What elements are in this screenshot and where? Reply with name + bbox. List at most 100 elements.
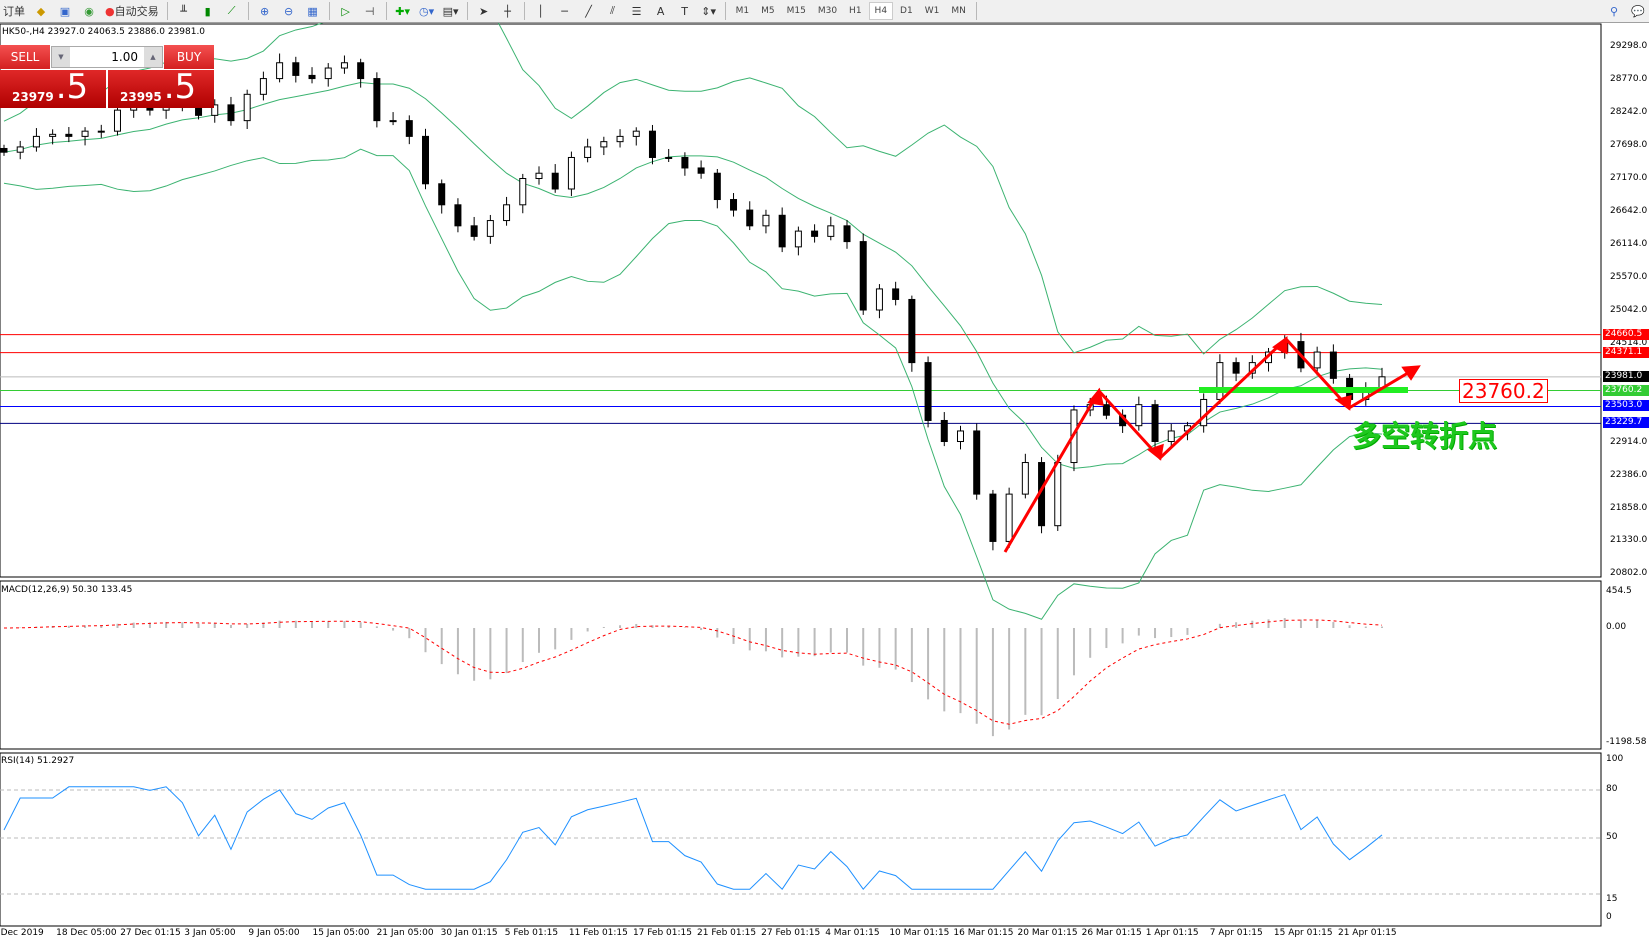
price-tick: 22914.0: [1610, 436, 1648, 447]
candle: [357, 58, 365, 88]
macd-axis-top: 454.5: [1606, 586, 1632, 596]
timeframe-d1[interactable]: D1: [900, 6, 913, 16]
rsi-line: [3, 786, 1383, 890]
candle: [422, 128, 430, 190]
timeframe-h4[interactable]: H4: [868, 2, 894, 20]
candle: [648, 124, 656, 165]
candle: [32, 128, 40, 152]
timeframe-h1[interactable]: H1: [849, 6, 862, 16]
price-tick: 27698.0: [1610, 140, 1648, 151]
signals-icon[interactable]: ◉: [84, 4, 94, 18]
timeframe-m30[interactable]: M30: [817, 6, 838, 16]
zoom-in-icon[interactable]: ⊕: [260, 4, 270, 18]
sell-button[interactable]: SELL: [0, 45, 50, 69]
lot-size-stepper[interactable]: ▼ 1.00 ▲: [51, 46, 163, 68]
trendline-icon[interactable]: ╱: [585, 4, 592, 18]
date-tick: 21 Apr 01:15: [1337, 928, 1397, 938]
date-tick: 15 Apr 01:15: [1273, 928, 1333, 938]
candle: [1005, 487, 1013, 549]
zoom-out-icon[interactable]: ⊖: [284, 4, 294, 18]
candle: [1216, 354, 1224, 405]
candle: [973, 423, 981, 500]
date-tick: 26 Mar 01:15: [1081, 928, 1142, 938]
price-tick: 29298.0: [1610, 41, 1648, 51]
candle: [276, 53, 284, 83]
text-label-icon[interactable]: T: [681, 4, 688, 18]
candle: [81, 127, 89, 146]
level-price-tag: 23981.0: [1603, 370, 1649, 382]
candle: [584, 138, 592, 163]
timeframe-m1[interactable]: M1: [735, 6, 750, 16]
candle: [49, 129, 57, 145]
lot-increase-icon[interactable]: ▲: [144, 47, 162, 67]
bar-chart-icon[interactable]: ╨: [180, 4, 187, 18]
horizontal-line-icon[interactable]: ─: [561, 4, 568, 18]
lot-size-input[interactable]: 1.00: [111, 50, 138, 64]
cursor-icon[interactable]: ➤: [479, 4, 489, 18]
candle: [746, 201, 754, 231]
arrows-icon[interactable]: ⇕▾: [701, 4, 716, 18]
indicators-icon[interactable]: ✚▾: [395, 4, 410, 18]
tile-windows-icon[interactable]: ▦: [307, 4, 318, 18]
sell-price-main: 23979: [12, 90, 54, 104]
candle: [1135, 396, 1143, 431]
chat-icon[interactable]: 💬: [1631, 4, 1645, 18]
candle: [762, 209, 770, 234]
bollinger-upper: [3, 0, 1383, 355]
line-chart-icon[interactable]: ⟋: [227, 4, 236, 17]
periods-icon[interactable]: ◷▾: [419, 4, 435, 18]
one-click-trading-panel: SELL ▼ 1.00 ▲ BUY 23979.5 23995.5: [0, 45, 216, 108]
date-tick: 27 Feb 01:15: [761, 928, 821, 938]
bollinger-middle: [3, 81, 1383, 469]
fibonacci-icon[interactable]: ☰: [631, 4, 642, 18]
navigator-icon[interactable]: ◆: [36, 4, 46, 18]
date-tick: 21 Feb 01:15: [697, 928, 757, 938]
candle: [843, 220, 851, 249]
new-order-button[interactable]: 订单: [0, 1, 28, 21]
rsi-axis-0: 0: [1606, 912, 1612, 922]
candle: [389, 112, 397, 126]
candle: [519, 173, 527, 214]
candlestick-icon[interactable]: ▮: [204, 4, 211, 18]
timeframe-m15[interactable]: M15: [786, 6, 806, 16]
bollinger-lower: [3, 148, 1383, 620]
search-icon[interactable]: ⚲: [1609, 4, 1619, 18]
auto-scroll-icon[interactable]: ▷: [341, 4, 350, 18]
terminal-icon[interactable]: ▣: [59, 4, 71, 18]
timeframe-mn[interactable]: MN: [951, 6, 966, 16]
level-price-tag: 23229.7: [1603, 417, 1649, 429]
candle: [1362, 382, 1370, 406]
text-icon[interactable]: A: [656, 4, 665, 18]
candle: [551, 164, 559, 193]
candle: [503, 196, 511, 226]
chart-shift-icon[interactable]: ⊣: [364, 4, 375, 18]
templates-icon[interactable]: ▤▾: [442, 4, 459, 18]
candle: [259, 71, 267, 101]
sell-price[interactable]: 23979.5: [0, 70, 106, 108]
level-price-tag: 23503.0: [1603, 400, 1649, 412]
date-tick: 1 Apr 01:15: [1145, 928, 1199, 938]
date-tick: 15 Jan 05:00: [312, 928, 370, 938]
buy-button[interactable]: BUY: [164, 45, 214, 69]
crosshair-icon[interactable]: ┼: [504, 4, 511, 18]
buy-price[interactable]: 23995.5: [108, 70, 214, 108]
auto-trading-button[interactable]: ● 自动交易: [102, 1, 162, 21]
timeframe-m5[interactable]: M5: [761, 6, 775, 16]
candle: [65, 127, 73, 143]
lot-decrease-icon[interactable]: ▼: [52, 47, 70, 67]
rsi-axis-100: 100: [1606, 754, 1624, 764]
channel-icon[interactable]: ⫽: [610, 4, 616, 17]
price-tick: 26114.0: [1610, 238, 1648, 249]
candle: [875, 284, 883, 319]
timeframe-w1[interactable]: W1: [924, 6, 940, 16]
price-tick: 22386.0: [1610, 469, 1648, 480]
vertical-line-icon[interactable]: │: [537, 4, 544, 18]
candle: [1313, 346, 1321, 376]
candle: [730, 193, 738, 217]
candle: [665, 148, 673, 163]
candle: [697, 160, 705, 179]
level-price-tag: 23760.2: [1603, 384, 1649, 396]
date-tick: 30 Jan 01:15: [440, 928, 498, 938]
